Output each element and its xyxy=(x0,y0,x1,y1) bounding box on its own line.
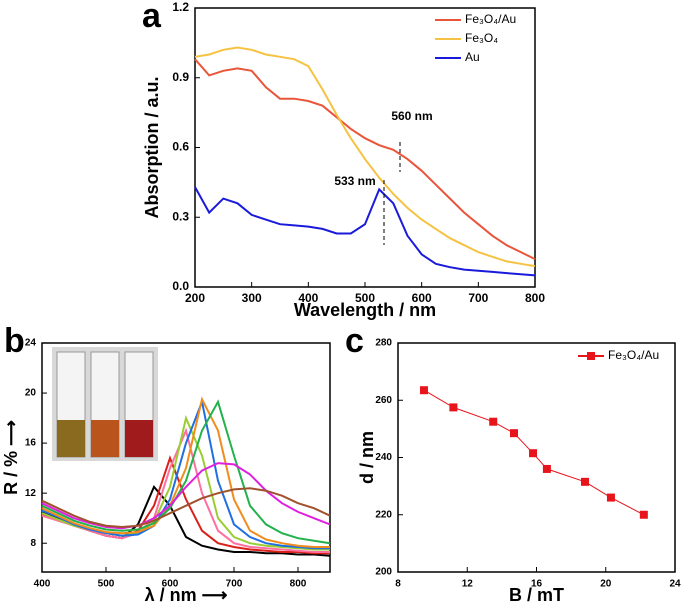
legend-label: Au xyxy=(465,50,480,64)
legend-label: Fe₃O₄/Au xyxy=(608,348,659,362)
point xyxy=(542,464,551,473)
series-line xyxy=(41,398,330,550)
y-axis-label: R / % ⟶ xyxy=(1,420,21,495)
point xyxy=(449,403,458,412)
series-line xyxy=(194,58,536,260)
series-line xyxy=(194,186,536,277)
y-tick-label: 280 xyxy=(375,338,392,349)
y-tick-label: 0.0 xyxy=(172,279,189,293)
legend-label: Fe₃O₄/Au xyxy=(465,12,516,26)
x-tick-label: 400 xyxy=(34,579,51,590)
y-tick-label: 16 xyxy=(25,438,37,449)
series-line xyxy=(41,427,330,553)
x-tick-label: 600 xyxy=(412,291,432,305)
series-line xyxy=(41,462,331,530)
x-tick-label: 24 xyxy=(669,579,681,590)
x-tick-label: 800 xyxy=(290,579,307,590)
y-tick-label: 20 xyxy=(25,388,37,399)
y-axis-label: Absorption / a.u. xyxy=(142,77,162,219)
inset-photo xyxy=(52,347,158,461)
series-line xyxy=(41,399,331,545)
x-axis-label: B / mT xyxy=(509,585,564,605)
y-tick-label: 8 xyxy=(30,538,36,549)
legend-marker xyxy=(587,352,595,360)
y-tick-label: 260 xyxy=(375,395,392,406)
panel-label: a xyxy=(142,0,162,35)
x-tick-label: 300 xyxy=(242,291,262,305)
panel-label: b xyxy=(4,322,25,360)
x-tick-label: 200 xyxy=(185,291,205,305)
x-axis-label: Wavelength / nm xyxy=(294,300,436,320)
y-tick-label: 0.6 xyxy=(172,140,189,154)
x-axis-label: λ / nm ⟶ xyxy=(145,585,228,605)
x-tick-label: 400 xyxy=(298,291,318,305)
point xyxy=(639,510,648,519)
x-tick-label: 600 xyxy=(162,579,179,590)
point xyxy=(419,386,428,395)
y-tick-label: 200 xyxy=(375,567,392,578)
plot-frame xyxy=(41,342,331,573)
point xyxy=(580,477,589,486)
point xyxy=(529,449,538,458)
series-line xyxy=(41,396,330,548)
series-line xyxy=(194,46,536,268)
y-tick-label: 1.2 xyxy=(172,0,189,14)
x-tick-label: 20 xyxy=(600,579,612,590)
y-tick-label: 220 xyxy=(375,509,392,520)
point xyxy=(509,429,518,438)
annotation: 560 nm xyxy=(391,109,432,123)
y-tick-label: 12 xyxy=(25,488,37,499)
legend-label: Fe₃O₄ xyxy=(465,31,498,45)
x-tick-label: 8 xyxy=(395,579,401,590)
x-tick-label: 700 xyxy=(468,291,488,305)
x-tick-label: 500 xyxy=(355,291,375,305)
x-tick-label: 500 xyxy=(98,579,115,590)
point xyxy=(606,493,615,502)
y-tick-label: 24 xyxy=(25,338,37,349)
series-line xyxy=(41,487,331,529)
x-tick-label: 800 xyxy=(525,291,545,305)
y-tick-label: 240 xyxy=(375,452,392,463)
panel-label: c xyxy=(345,322,364,360)
y-tick-label: 0.3 xyxy=(172,209,189,223)
x-tick-label: 12 xyxy=(462,579,474,590)
y-axis-label: d / nm xyxy=(357,431,377,484)
annotation: 533 nm xyxy=(334,174,375,188)
x-tick-label: 16 xyxy=(531,579,543,590)
point xyxy=(489,417,498,426)
x-tick-label: 700 xyxy=(226,579,243,590)
y-tick-label: 0.9 xyxy=(172,70,189,84)
